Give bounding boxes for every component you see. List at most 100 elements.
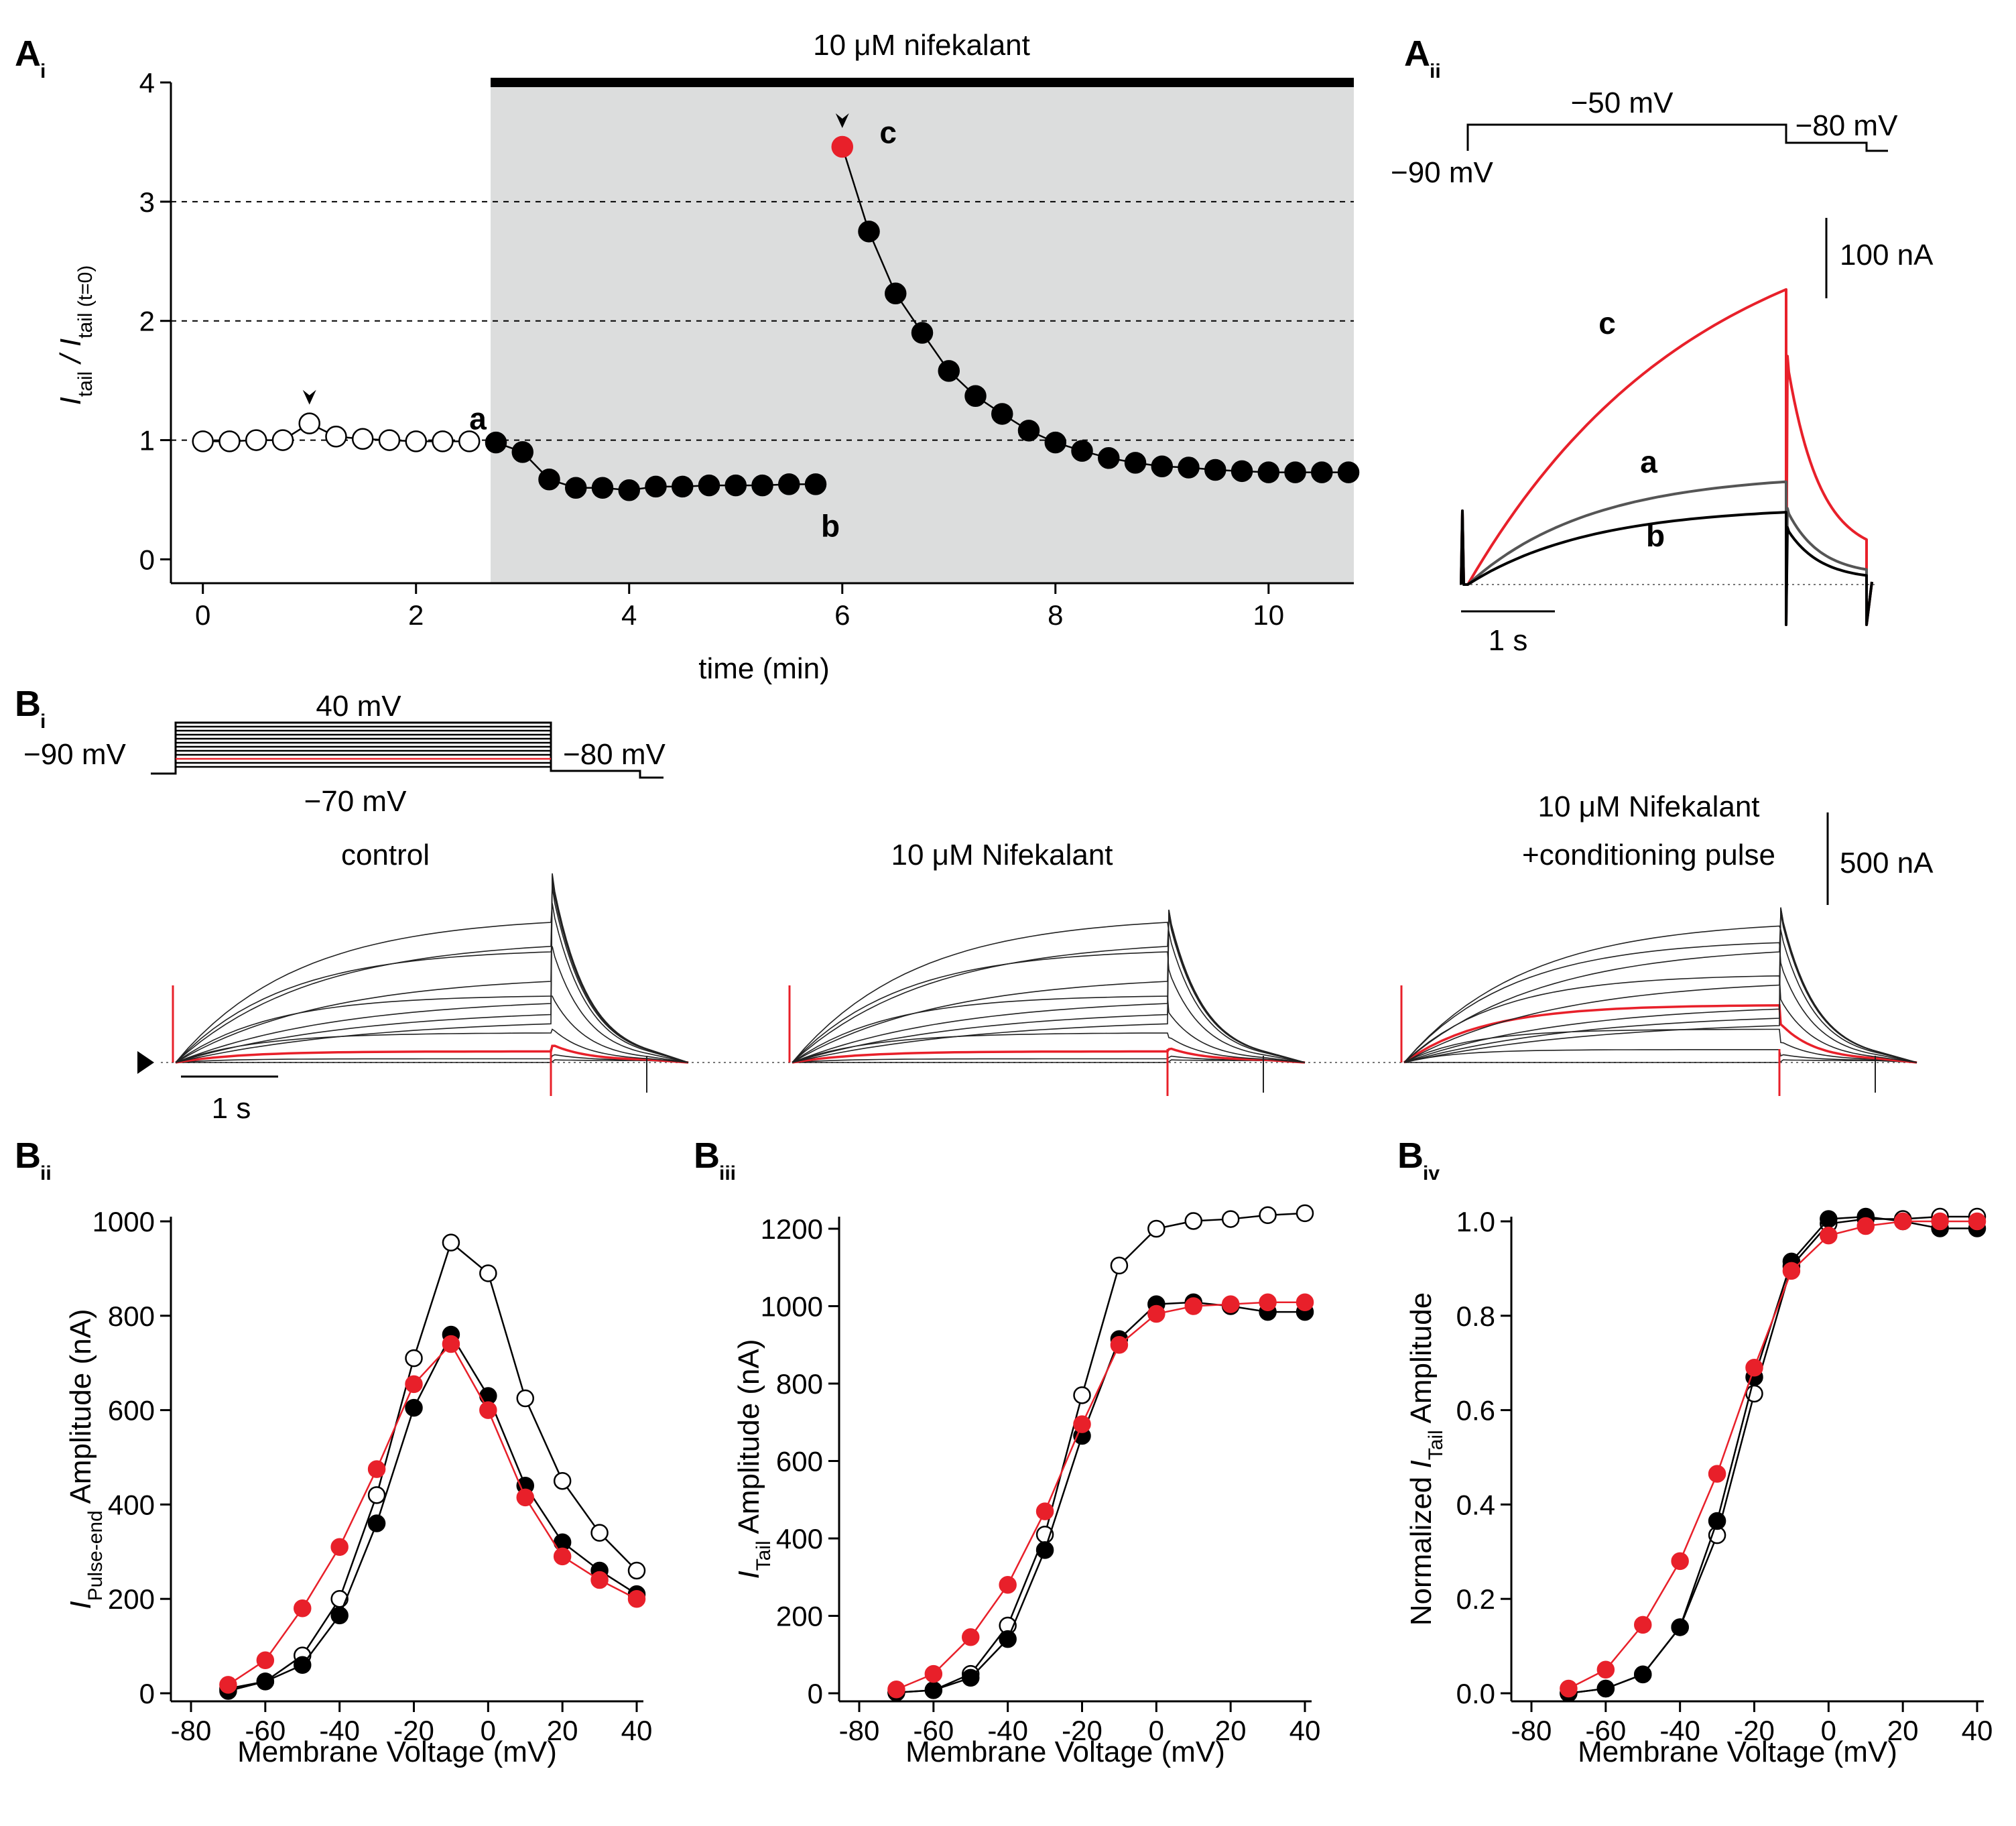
x-tick-label: -20: [1734, 1715, 1775, 1746]
current-trace: [1403, 1028, 1917, 1063]
data-point: [1110, 1336, 1129, 1354]
data-point: [442, 1233, 460, 1252]
data-point: [1296, 1293, 1314, 1311]
data-point: [1098, 447, 1120, 469]
x-axis-label: time (min): [698, 652, 830, 685]
y-tick-label: 1: [139, 425, 155, 456]
protocol-tail-label: −80 mV: [563, 738, 666, 771]
current-trace: [792, 1047, 1306, 1064]
current-trace: [1403, 925, 1917, 1063]
scale-label-current: 100 nA: [1840, 239, 1934, 271]
data-point: [1151, 455, 1174, 477]
data-point: [192, 430, 214, 452]
label-part: I: [64, 1601, 97, 1609]
data-point: [479, 1264, 497, 1282]
label-part: I: [1405, 1460, 1438, 1468]
data-point: [831, 135, 854, 158]
label-part: Tail: [1425, 1430, 1447, 1460]
data-point: [1820, 1226, 1838, 1245]
label-part: I: [733, 1571, 765, 1579]
y-tick-label: 2: [139, 306, 155, 337]
x-tick-label: 40: [1962, 1715, 1993, 1746]
x-tick-label: -40: [987, 1715, 1028, 1746]
x-axis-label: Membrane Voltage (mV): [237, 1736, 557, 1768]
current-trace: [792, 916, 1306, 1063]
label-part: tail (t=0): [74, 265, 97, 339]
data-point: [405, 430, 427, 452]
data-point: [1259, 1206, 1277, 1225]
current-trace: [176, 1059, 689, 1063]
condition-label-control: control: [341, 839, 430, 871]
data-point: [1073, 1386, 1091, 1404]
y-tick-label: 0: [139, 1678, 155, 1709]
current-trace: [792, 922, 1306, 1063]
x-tick-label: 40: [1289, 1715, 1321, 1746]
arrowhead-marker: [302, 389, 316, 405]
label-part: Amplitude (nA): [64, 1308, 97, 1510]
data-point: [351, 428, 374, 450]
data-point: [325, 425, 347, 448]
data-point: [1820, 1210, 1838, 1228]
scale-label-time: 1 s: [1489, 624, 1528, 657]
current-trace: [792, 951, 1306, 1063]
y-tick-label: 0.2: [1456, 1583, 1495, 1615]
protocol-hold-label: −90 mV: [1391, 156, 1494, 189]
data-point: [858, 221, 880, 243]
data-point: [1745, 1358, 1763, 1377]
current-trace: [175, 903, 689, 1063]
panel-letter-Ai: A: [15, 34, 41, 74]
current-trace: [175, 873, 689, 1063]
data-point: [1671, 1618, 1689, 1636]
scale-label-current: 500 nA: [1840, 847, 1934, 879]
drug-label: 10 μM nifekalant: [813, 29, 1030, 62]
y-tick-label: 800: [108, 1300, 155, 1332]
current-trace: [792, 910, 1306, 1063]
data-point: [1178, 456, 1200, 479]
current-trace: [1403, 1004, 1917, 1064]
label-part: Amplitude: [1405, 1292, 1438, 1430]
data-point: [1671, 1552, 1689, 1571]
data-point: [627, 1561, 646, 1580]
current-trace: [792, 1032, 1306, 1063]
data-point: [219, 1676, 237, 1694]
panel-sub-Biii: iii: [719, 1162, 736, 1184]
data-point: [1073, 1415, 1091, 1433]
current-trace: [792, 911, 1306, 1063]
protocol-tail-label: −80 mV: [1796, 109, 1899, 142]
data-point: [330, 1606, 349, 1625]
y-tick-label: 0.8: [1456, 1300, 1495, 1332]
current-trace: [175, 876, 689, 1063]
y-axis-label: Normalized ITail Amplitude: [1405, 1292, 1447, 1626]
data-point: [1337, 461, 1360, 483]
data-point: [1634, 1665, 1652, 1684]
y-axis-label: Itail / Itail (t=0): [54, 265, 97, 406]
data-point: [1035, 1502, 1054, 1520]
data-point: [885, 282, 907, 305]
x-tick-label: 0: [1149, 1715, 1164, 1746]
protocol-bottom-label: −70 mV: [304, 785, 407, 818]
data-point: [991, 403, 1013, 425]
series-line-nifekalant: [228, 1333, 637, 1692]
data-point: [645, 475, 667, 498]
trace-label-b: b: [1646, 518, 1665, 553]
data-point: [218, 430, 241, 452]
data-point: [1968, 1212, 1987, 1231]
y-tick-label: 1000: [92, 1206, 155, 1237]
current-trace: [175, 946, 689, 1063]
data-point: [698, 474, 720, 497]
label-part: I: [54, 397, 87, 405]
data-point: [1035, 1541, 1054, 1559]
data-point: [511, 441, 533, 463]
data-point: [538, 469, 560, 491]
panel-letter-Biii: B: [694, 1136, 720, 1176]
current-trace-a: [1460, 480, 1873, 626]
x-tick-label: -40: [319, 1715, 360, 1746]
data-point: [964, 385, 987, 408]
current-trace: [1403, 907, 1917, 1063]
data-point: [1296, 1204, 1314, 1223]
current-trace-b: [1460, 509, 1873, 626]
data-point: [1017, 420, 1040, 442]
